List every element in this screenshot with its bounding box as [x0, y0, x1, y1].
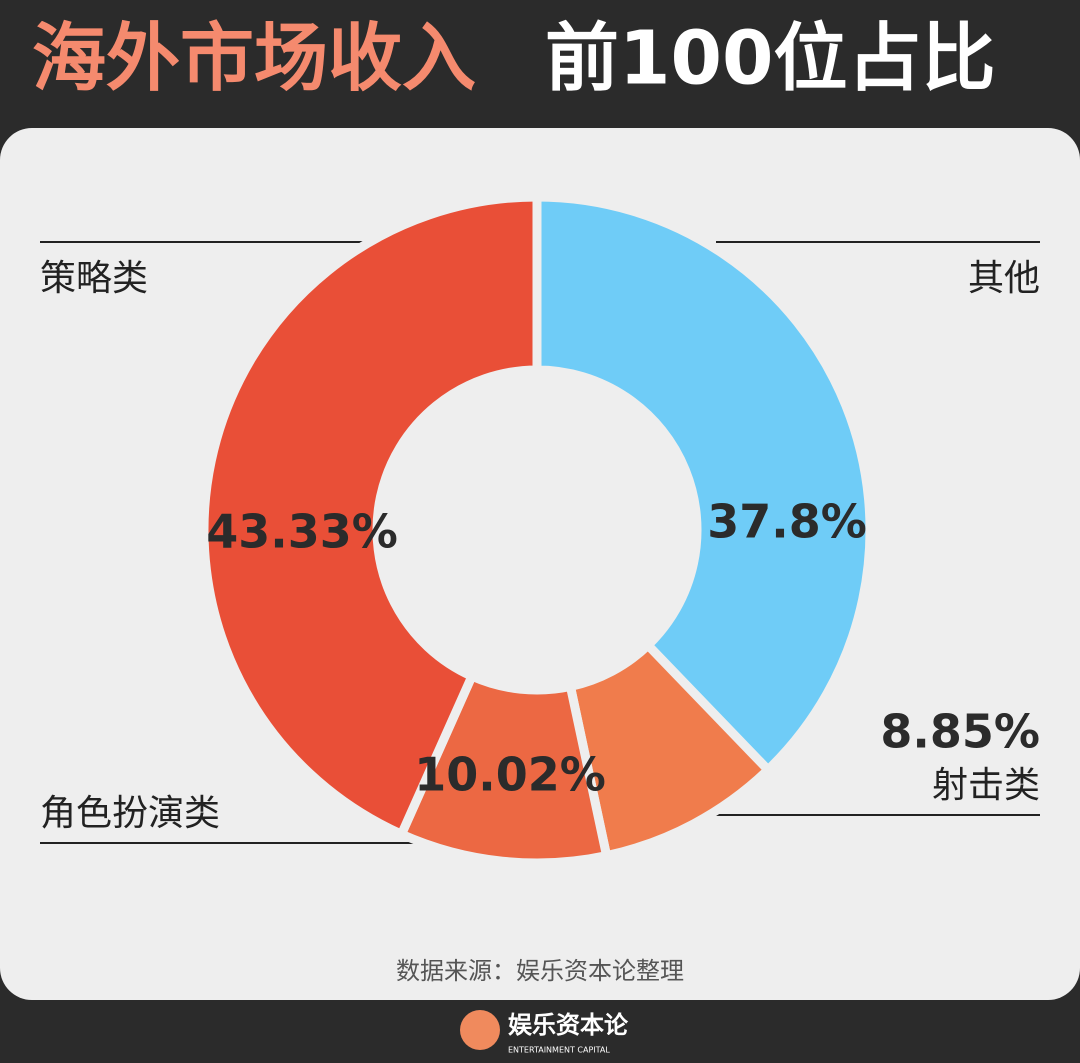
value-label: 8.85% [880, 705, 1040, 759]
category-label: 策略类 [40, 258, 148, 299]
category-label: 角色扮演类 [40, 793, 220, 834]
brand: 娱乐资本论 [508, 1011, 629, 1039]
value-label: 43.33% [206, 505, 398, 559]
donut-segment [199, 192, 542, 841]
logo-icon [460, 1010, 500, 1050]
value-label: 10.02% [414, 748, 606, 802]
category-label: 射击类 [932, 765, 1040, 806]
chart-title: 海外市场收入 [32, 16, 476, 102]
value-label: 37.8% [707, 495, 867, 549]
category-label: 其他 [968, 258, 1040, 299]
chart-subtitle: 前100位占比 [545, 16, 995, 102]
donut-segment [532, 192, 875, 777]
source: 数据来源：娱乐资本论整理 [396, 957, 684, 985]
brand-en: ENTERTAINMENT CAPITAL [508, 1046, 610, 1055]
